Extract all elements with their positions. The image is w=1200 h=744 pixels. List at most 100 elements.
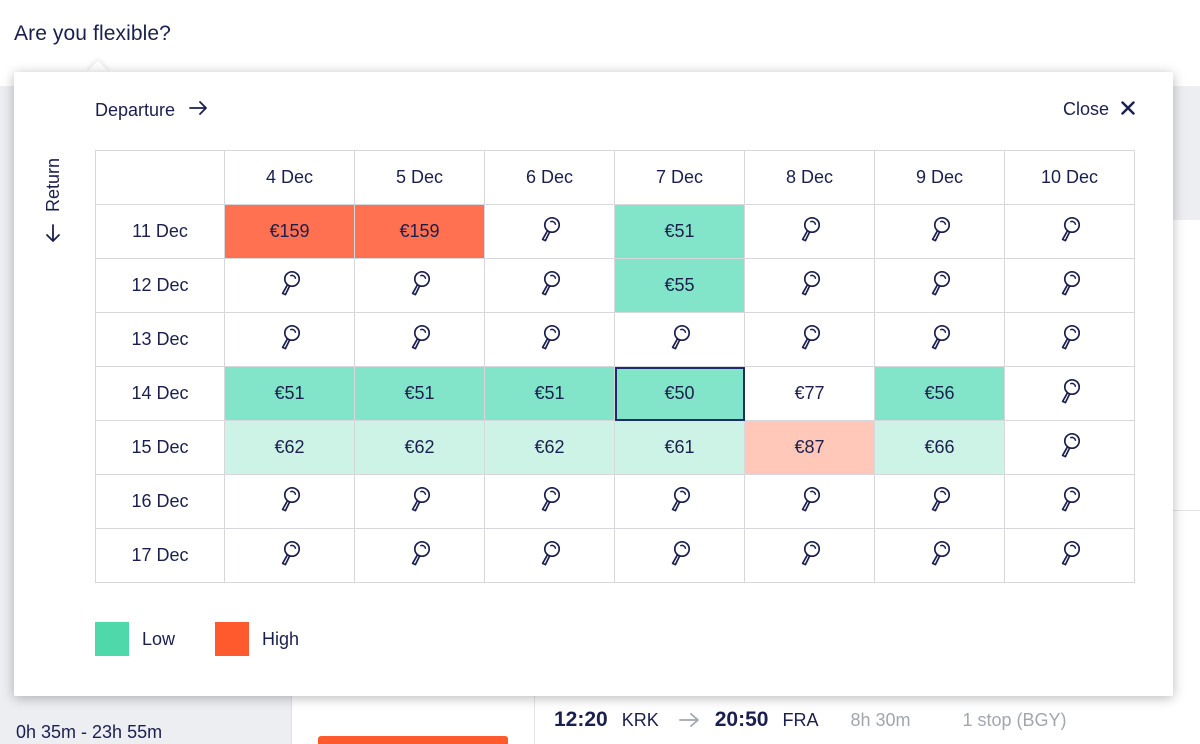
map-pin-search-icon[interactable] bbox=[409, 540, 431, 571]
empty-cell[interactable] bbox=[1004, 366, 1135, 421]
map-pin-search-icon[interactable] bbox=[799, 486, 821, 517]
flight-result-row[interactable]: 12:20 KRK 20:50 FRA 8h 30m 1 stop (BGY) bbox=[554, 706, 1067, 734]
empty-cell[interactable] bbox=[744, 258, 875, 313]
empty-cell[interactable] bbox=[614, 528, 745, 583]
price-cell-selected[interactable]: €50 bbox=[614, 366, 745, 421]
map-pin-search-icon[interactable] bbox=[669, 540, 691, 571]
price-cell[interactable]: €66 bbox=[874, 420, 1005, 475]
empty-cell[interactable] bbox=[614, 312, 745, 367]
empty-cell[interactable] bbox=[874, 474, 1005, 529]
map-pin-search-icon[interactable] bbox=[799, 216, 821, 247]
map-pin-search-icon[interactable] bbox=[1059, 486, 1081, 517]
map-pin-search-icon[interactable] bbox=[799, 270, 821, 301]
map-pin-search-icon[interactable] bbox=[279, 270, 301, 301]
close-label: Close bbox=[1062, 99, 1109, 119]
map-pin-search-icon[interactable] bbox=[799, 540, 821, 571]
empty-cell[interactable] bbox=[1004, 528, 1135, 583]
map-pin-search-icon[interactable] bbox=[409, 486, 431, 517]
price-cell[interactable]: €62 bbox=[484, 420, 615, 475]
empty-cell[interactable] bbox=[1004, 420, 1135, 475]
price-legend: Low High bbox=[95, 622, 339, 656]
empty-cell[interactable] bbox=[484, 474, 615, 529]
empty-cell[interactable] bbox=[614, 474, 745, 529]
map-pin-search-icon[interactable] bbox=[1059, 378, 1081, 409]
price-cell[interactable]: €51 bbox=[484, 366, 615, 421]
price-cell[interactable]: €51 bbox=[614, 204, 745, 259]
empty-cell[interactable] bbox=[874, 528, 1005, 583]
map-pin-search-icon[interactable] bbox=[929, 540, 951, 571]
map-pin-search-icon[interactable] bbox=[539, 324, 561, 355]
row-header: 16 Dec bbox=[95, 474, 225, 529]
price-cell[interactable]: €62 bbox=[224, 420, 355, 475]
grid-row: 17 Dec bbox=[95, 528, 1135, 583]
map-pin-search-icon[interactable] bbox=[539, 270, 561, 301]
price-cell[interactable]: €55 bbox=[614, 258, 745, 313]
grid-corner bbox=[95, 150, 225, 205]
empty-cell[interactable] bbox=[744, 474, 875, 529]
depart-time: 12:20 bbox=[554, 708, 608, 731]
column-header: 10 Dec bbox=[1004, 150, 1135, 205]
price-cell[interactable]: €87 bbox=[744, 420, 875, 475]
price-cell[interactable]: €51 bbox=[354, 366, 485, 421]
empty-cell[interactable] bbox=[874, 204, 1005, 259]
empty-cell[interactable] bbox=[354, 258, 485, 313]
empty-cell[interactable] bbox=[744, 204, 875, 259]
empty-cell[interactable] bbox=[224, 528, 355, 583]
price-cell[interactable]: €62 bbox=[354, 420, 485, 475]
empty-cell[interactable] bbox=[354, 528, 485, 583]
map-pin-search-icon[interactable] bbox=[929, 324, 951, 355]
close-icon[interactable] bbox=[1121, 99, 1135, 120]
empty-cell[interactable] bbox=[744, 528, 875, 583]
map-pin-search-icon[interactable] bbox=[929, 486, 951, 517]
map-pin-search-icon[interactable] bbox=[1059, 270, 1081, 301]
filter-apply-button[interactable] bbox=[318, 736, 508, 744]
empty-cell[interactable] bbox=[744, 312, 875, 367]
price-cell[interactable]: €56 bbox=[874, 366, 1005, 421]
empty-cell[interactable] bbox=[484, 312, 615, 367]
map-pin-search-icon[interactable] bbox=[279, 324, 301, 355]
empty-cell[interactable] bbox=[224, 312, 355, 367]
price-cell[interactable]: €77 bbox=[744, 366, 875, 421]
map-pin-search-icon[interactable] bbox=[539, 216, 561, 247]
empty-cell[interactable] bbox=[484, 204, 615, 259]
departure-label: Departure bbox=[95, 100, 176, 120]
map-pin-search-icon[interactable] bbox=[279, 486, 301, 517]
results-divider bbox=[534, 696, 535, 744]
map-pin-search-icon[interactable] bbox=[929, 270, 951, 301]
empty-cell[interactable] bbox=[354, 474, 485, 529]
map-pin-search-icon[interactable] bbox=[1059, 216, 1081, 247]
map-pin-search-icon[interactable] bbox=[669, 486, 691, 517]
empty-cell[interactable] bbox=[224, 474, 355, 529]
empty-cell[interactable] bbox=[874, 258, 1005, 313]
empty-cell[interactable] bbox=[1004, 474, 1135, 529]
map-pin-search-icon[interactable] bbox=[1059, 324, 1081, 355]
empty-cell[interactable] bbox=[484, 528, 615, 583]
map-pin-search-icon[interactable] bbox=[539, 540, 561, 571]
origin-code: KRK bbox=[621, 709, 659, 730]
price-cell[interactable]: €159 bbox=[224, 204, 355, 259]
close-button[interactable]: Close bbox=[1063, 99, 1135, 120]
map-pin-search-icon[interactable] bbox=[1059, 432, 1081, 463]
map-pin-search-icon[interactable] bbox=[409, 324, 431, 355]
map-pin-search-icon[interactable] bbox=[1059, 540, 1081, 571]
return-label: Return bbox=[42, 157, 63, 212]
price-cell[interactable]: €159 bbox=[354, 204, 485, 259]
row-header: 15 Dec bbox=[95, 420, 225, 475]
map-pin-search-icon[interactable] bbox=[279, 540, 301, 571]
empty-cell[interactable] bbox=[484, 258, 615, 313]
map-pin-search-icon[interactable] bbox=[799, 324, 821, 355]
price-grid: 4 Dec 5 Dec 6 Dec 7 Dec 8 Dec 9 Dec 10 D… bbox=[95, 150, 1135, 583]
empty-cell[interactable] bbox=[1004, 258, 1135, 313]
empty-cell[interactable] bbox=[1004, 204, 1135, 259]
price-cell[interactable]: €51 bbox=[224, 366, 355, 421]
empty-cell[interactable] bbox=[874, 312, 1005, 367]
grid-row: 12 Dec €55 bbox=[95, 258, 1135, 313]
empty-cell[interactable] bbox=[1004, 312, 1135, 367]
empty-cell[interactable] bbox=[354, 312, 485, 367]
map-pin-search-icon[interactable] bbox=[929, 216, 951, 247]
empty-cell[interactable] bbox=[224, 258, 355, 313]
map-pin-search-icon[interactable] bbox=[669, 324, 691, 355]
map-pin-search-icon[interactable] bbox=[409, 270, 431, 301]
map-pin-search-icon[interactable] bbox=[539, 486, 561, 517]
price-cell[interactable]: €61 bbox=[614, 420, 745, 475]
